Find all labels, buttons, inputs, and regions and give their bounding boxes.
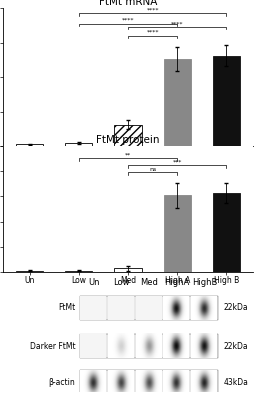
Text: ns: ns (149, 167, 156, 172)
Text: ****: **** (146, 8, 159, 12)
Bar (80, 370, 218, 394)
Text: 22kDa: 22kDa (224, 342, 248, 351)
Text: ****: **** (146, 30, 159, 35)
Bar (213, 193, 240, 272)
Bar (80, 296, 218, 320)
Bar (213, 56, 240, 146)
Text: Med: Med (140, 278, 158, 287)
Title: FtMt mRNA: FtMt mRNA (99, 0, 157, 7)
Bar (164, 59, 191, 146)
Bar (114, 268, 142, 272)
Text: ***: *** (173, 160, 182, 165)
Bar (16, 144, 43, 146)
Text: Low: Low (113, 278, 130, 287)
Text: ****: **** (171, 21, 184, 26)
Text: HighA: HighA (164, 278, 189, 287)
Text: HighB: HighB (192, 278, 217, 287)
Bar (80, 370, 218, 394)
Bar (80, 334, 218, 358)
Bar (65, 142, 92, 146)
Bar (16, 271, 43, 272)
Bar (114, 125, 142, 146)
Text: Un: Un (88, 278, 100, 287)
Title: FtMt protein: FtMt protein (96, 135, 160, 145)
Text: 43kDa: 43kDa (223, 378, 248, 387)
Text: FtMt: FtMt (58, 304, 75, 312)
Bar (164, 195, 191, 272)
Text: **: ** (125, 152, 131, 158)
Text: 22kDa: 22kDa (224, 304, 248, 312)
Text: Darker FtMt: Darker FtMt (30, 342, 75, 351)
Bar (80, 334, 218, 358)
Bar (80, 296, 218, 320)
Text: ****: **** (122, 18, 134, 23)
Bar (65, 271, 92, 272)
Text: β-actin: β-actin (49, 378, 75, 387)
